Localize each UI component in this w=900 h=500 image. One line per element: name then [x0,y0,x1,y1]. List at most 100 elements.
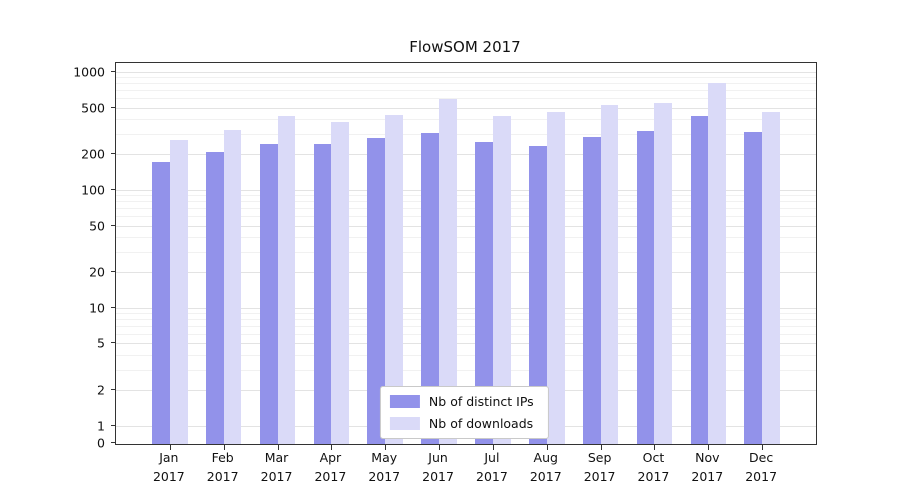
y-tick-label: 1000 [73,64,105,80]
x-tick-mark [654,445,656,450]
bar-downloads [762,112,780,444]
x-tick-mark [331,445,333,450]
y-tick-label: 2 [97,382,105,398]
minor-gridline [116,98,816,100]
minor-gridline [116,90,816,92]
minor-gridline [116,369,816,371]
y-tick-mark [111,153,115,155]
major-gridline [116,225,816,227]
y-tick-mark [111,71,115,72]
bar-downloads [223,129,242,444]
legend-item-distinct-ips: Nb of distinct IPs [389,394,534,409]
y-tick-mark [111,188,115,190]
minor-gridline [116,133,816,135]
x-tick-label: Dec 2017 [745,450,778,484]
bar-downloads [600,105,619,444]
x-tick-mark [600,445,602,450]
plot-area: Nb of distinct IPs Nb of downloads [115,62,817,450]
bar-downloads [492,115,511,444]
y-tick-mark [111,442,115,443]
major-gridline [116,343,816,345]
x-tick-mark [546,445,548,450]
y-tick-label: 20 [89,264,105,280]
bar-distinct-ips [421,133,440,444]
bar-distinct-ips [205,152,224,444]
x-tick-label: Jan 2017 [152,450,185,484]
x-tick-mark [762,445,764,450]
minor-gridline [116,334,816,336]
x-tick-label: Oct 2017 [637,450,670,484]
y-tick-label: 5 [97,335,105,351]
legend-label-downloads: Nb of downloads [428,416,534,431]
major-gridline [116,272,816,274]
x-tick-label: Mar 2017 [260,450,293,484]
y-tick-label: 1 [97,418,105,434]
minor-gridline [116,354,816,356]
bar-downloads [277,115,296,444]
x-tick-label: Sep 2017 [583,450,616,484]
minor-gridline [116,216,816,218]
legend-swatch-downloads [389,417,420,430]
legend: Nb of distinct IPs Nb of downloads [379,386,549,439]
x-tick-mark [439,445,441,450]
minor-gridline [116,83,816,85]
bar-downloads [439,99,457,444]
y-tick-label: 50 [89,218,105,233]
x-tick-label: Aug 2017 [529,450,562,484]
y-tick-mark [111,342,115,344]
x-tick-label: Jul 2017 [476,450,508,484]
legend-item-downloads: Nb of downloads [389,416,534,431]
bar-downloads [169,140,188,444]
y-tick-mark [111,389,115,391]
x-tick-mark [277,445,279,450]
bar-downloads [654,102,673,444]
minor-gridline [116,251,816,253]
minor-gridline [116,118,816,120]
bar-distinct-ips [744,132,763,444]
bar-distinct-ips [313,144,332,444]
y-tick-label: 200 [81,146,105,162]
major-gridline [116,189,816,191]
y-tick-label: 500 [81,100,105,116]
y-tick-mark [111,306,115,308]
y-axis: 0 1 2 5 10 20 50 100 200 500 1000 [30,62,115,451]
x-tick-label: Jun 2017 [422,450,454,484]
major-gridline [116,154,816,156]
legend-swatch-distinct-ips [389,395,420,408]
major-gridline [116,72,816,73]
x-tick-mark [223,445,225,450]
bar-distinct-ips [582,136,601,444]
x-tick-label: Nov 2017 [691,450,724,484]
major-gridline [116,107,816,109]
major-gridline [116,307,816,309]
y-tick-label: 100 [81,182,105,198]
minor-gridline [116,319,816,321]
bar-distinct-ips [690,116,709,444]
y-tick-mark [111,224,115,226]
bar-distinct-ips [475,142,493,444]
y-tick-label: 10 [89,300,105,316]
x-tick-mark [169,445,171,450]
x-tick-label: Feb 2017 [206,450,239,484]
x-tick-label: Apr 2017 [314,450,347,484]
y-tick-mark [111,106,115,108]
bar-downloads [385,114,403,444]
legend-label-distinct-ips: Nb of distinct IPs [428,394,534,409]
minor-gridline [116,208,816,210]
bar-distinct-ips [636,130,655,444]
minor-gridline [116,195,816,197]
x-axis: Jan 2017 Feb 2017 Mar 2017 Apr 2017 May 2017 Jun 20… [115,449,815,493]
minor-gridline [116,236,816,238]
minor-gridline [116,77,816,79]
x-tick-label: May 2017 [368,450,401,484]
chart-title: FlowSOM 2017 [409,38,521,56]
y-tick-mark [111,271,115,273]
bar-distinct-ips [367,138,386,444]
y-tick-label: 0 [97,435,105,451]
x-tick-mark [492,445,494,450]
bar-distinct-ips [259,144,278,444]
minor-gridline [116,326,816,328]
minor-gridline [116,201,816,203]
bar-distinct-ips [529,146,547,444]
